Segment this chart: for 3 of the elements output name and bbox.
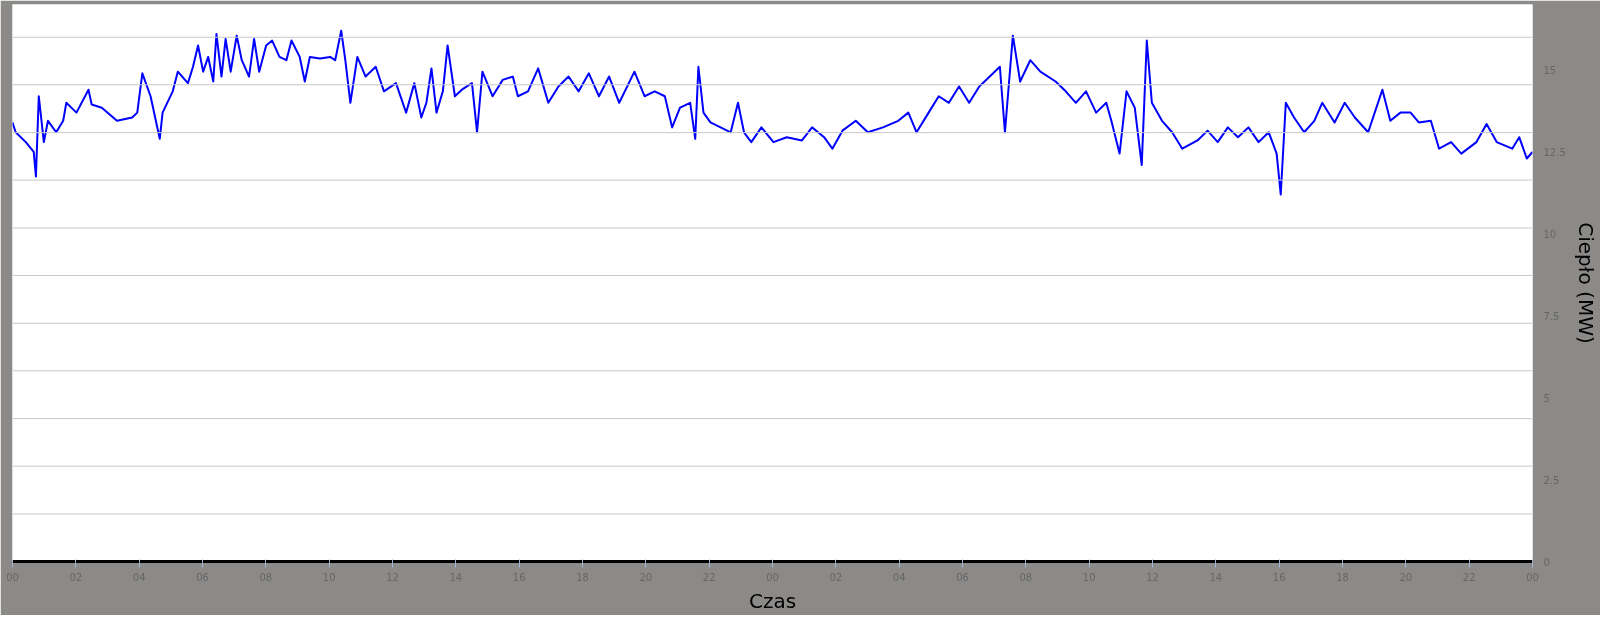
x-axis-title: Czas xyxy=(748,588,797,613)
y-axis-title: Ciepło (MW) xyxy=(1573,222,1598,344)
line-series xyxy=(12,29,1533,196)
